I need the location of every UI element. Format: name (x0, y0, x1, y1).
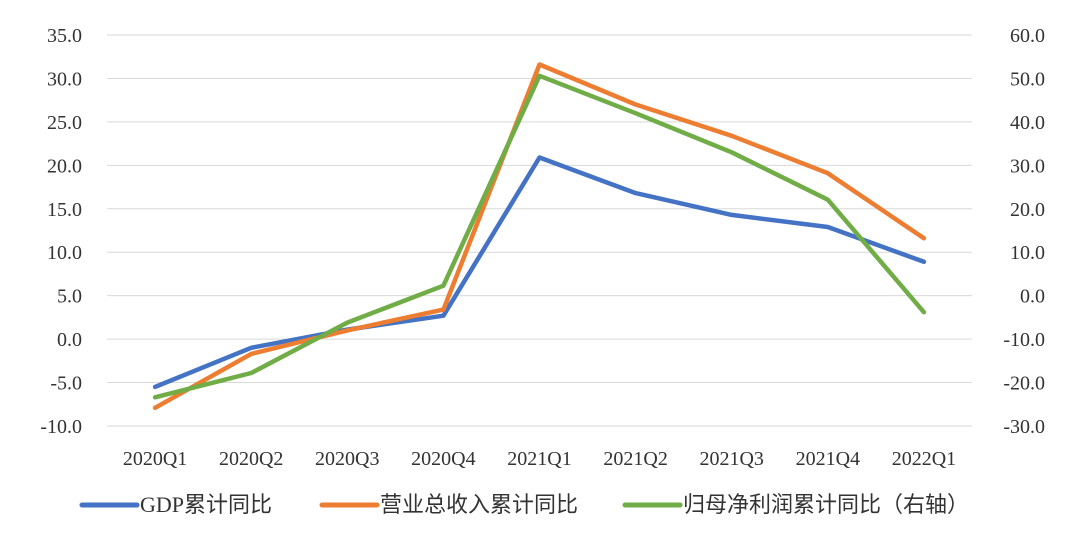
right-axis-tick-label: 40.0 (1010, 112, 1045, 134)
series-line-1 (152, 155, 927, 390)
x-axis-tick-label: 2022Q1 (892, 448, 956, 470)
left-axis-tick-label: 15.0 (47, 199, 82, 221)
legend-label-2: 营业总收入累计同比 (380, 492, 578, 517)
legend: GDP累计同比 营业总收入累计同比 归母净利润累计同比（右轴） (79, 492, 969, 517)
x-axis-tick-label: 2020Q2 (219, 448, 283, 470)
x-axis-tick-label: 2021Q2 (603, 448, 667, 470)
right-axis-tick-label: 50.0 (1010, 68, 1045, 90)
right-axis-tick-label: -30.0 (1003, 416, 1045, 438)
right-axis-tick-label: 30.0 (1010, 155, 1045, 177)
series-lines (152, 62, 927, 411)
x-axis-tick-label: 2021Q3 (699, 448, 763, 470)
right-axis-tick-label: -20.0 (1003, 373, 1045, 395)
left-axis-tick-label: 0.0 (57, 329, 82, 351)
left-axis-tick-label: 35.0 (47, 25, 82, 47)
x-axis-tick-label: 2020Q3 (315, 448, 379, 470)
left-axis-tick-label: -10.0 (40, 416, 82, 438)
right-axis-tick-label: 60.0 (1010, 25, 1045, 47)
right-axis-tick-label: -10.0 (1003, 329, 1045, 351)
x-axis-tick-label: 2021Q1 (507, 448, 571, 470)
right-axis-tick-label: 0.0 (1020, 286, 1045, 308)
left-axis-tick-label: 25.0 (47, 112, 82, 134)
series-line-3 (152, 73, 927, 400)
right-axis-ticks: -30.0 -20.0 -10.0 0.0 10.0 20.0 30.0 40.0 50.0 60… (1003, 25, 1045, 438)
left-axis-tick-label: -5.0 (50, 373, 82, 395)
right-axis-tick-label: 10.0 (1010, 242, 1045, 264)
x-axis-ticks: 2020Q1 2020Q2 2020Q3 2020Q4 2021Q1 2021Q2 2021… (123, 448, 956, 470)
left-axis-ticks: -10.0 -5.0 0.0 5.0 10.0 15.0 20.0 25.0 30.0 35.0 (40, 25, 82, 438)
legend-label-1: GDP累计同比 (140, 492, 272, 517)
left-axis-tick-label: 30.0 (47, 68, 82, 90)
legend-label-3: 归母净利润累计同比（右轴） (683, 492, 969, 517)
x-axis-tick-label: 2020Q4 (411, 448, 475, 470)
x-axis-tick-label: 2021Q4 (796, 448, 860, 470)
x-axis-tick-label: 2020Q1 (123, 448, 187, 470)
left-axis-tick-label: 5.0 (57, 286, 82, 308)
left-axis-tick-label: 10.0 (47, 242, 82, 264)
left-axis-tick-label: 20.0 (47, 155, 82, 177)
series-line-2 (152, 62, 927, 411)
right-axis-tick-label: 20.0 (1010, 199, 1045, 221)
